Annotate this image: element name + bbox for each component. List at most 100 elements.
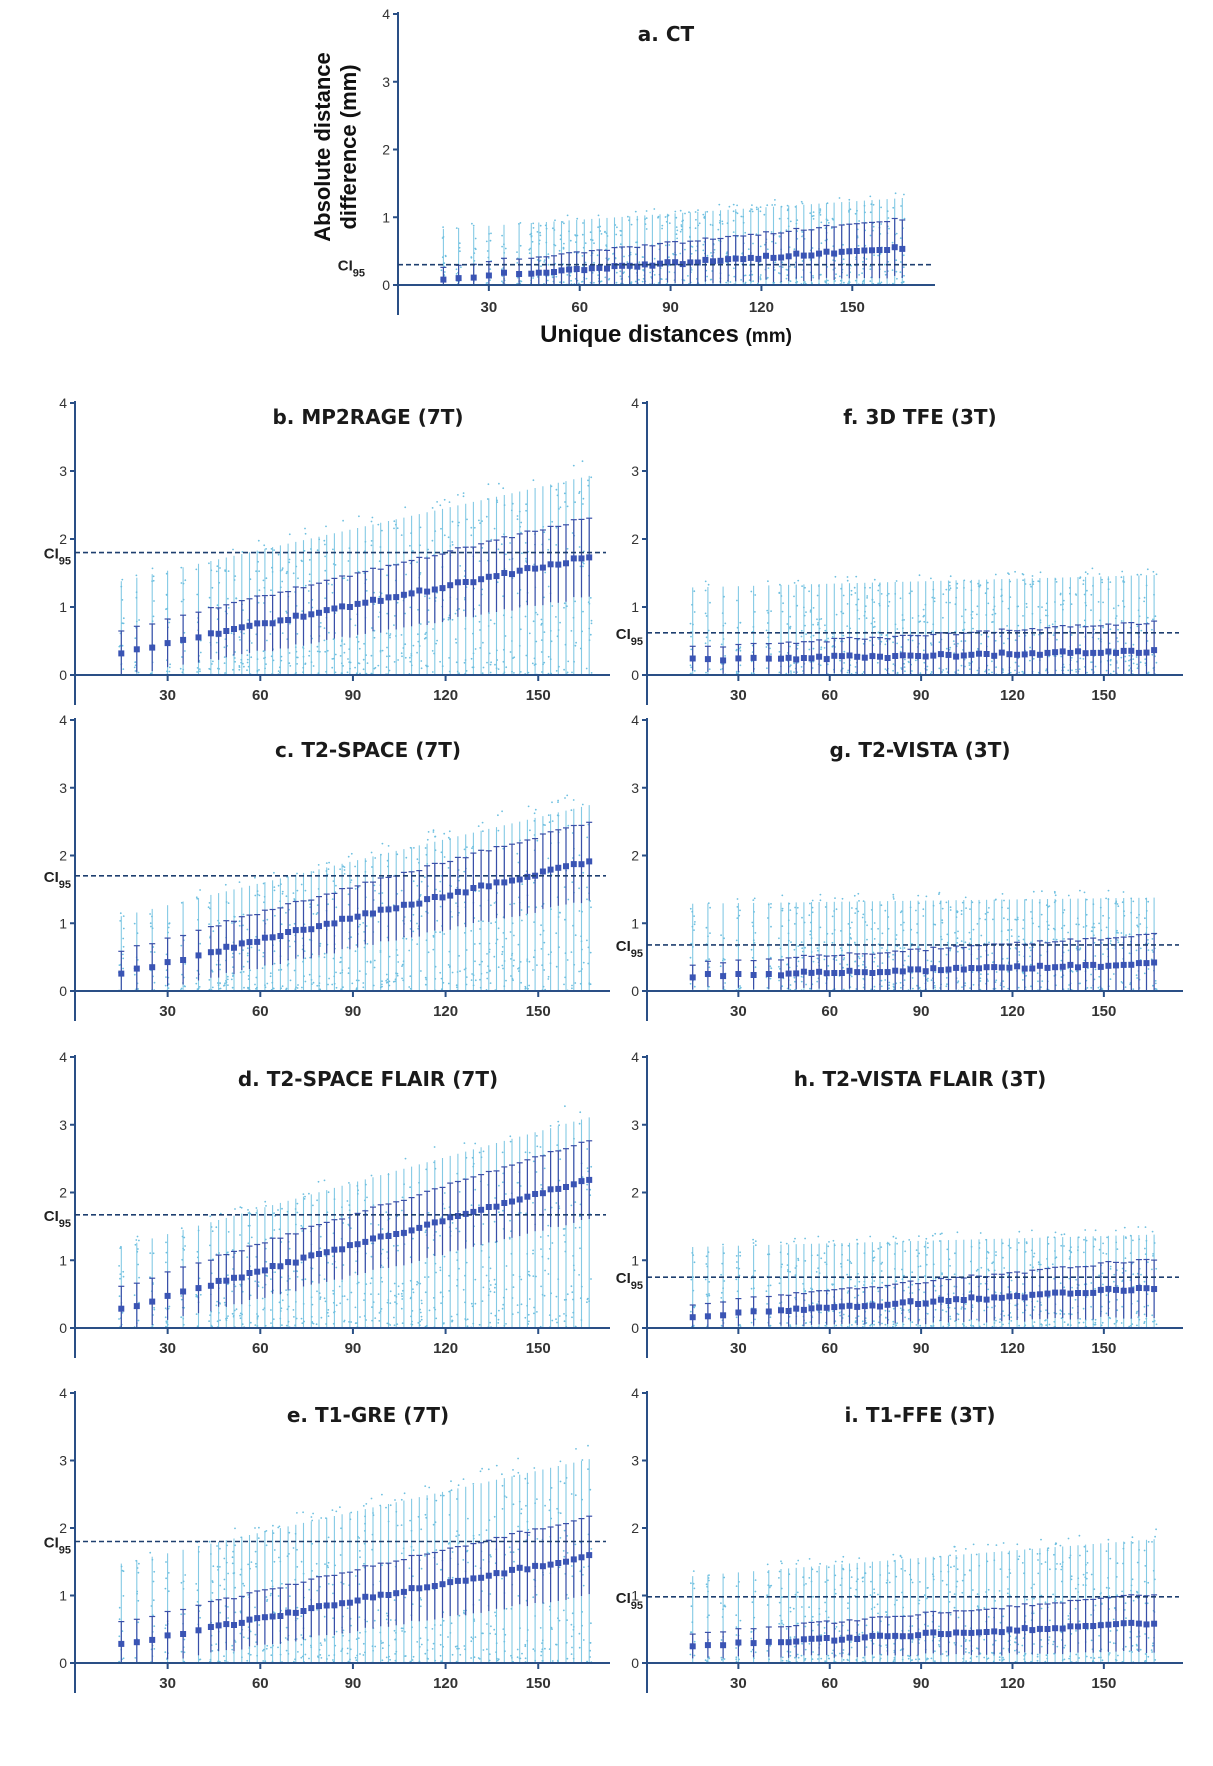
scatter-point — [558, 1619, 561, 1622]
scatter-point — [296, 1606, 299, 1609]
scatter-point — [462, 1559, 465, 1561]
scatter-point — [843, 281, 845, 284]
scatter-points — [118, 794, 592, 992]
scatter-point — [239, 971, 242, 974]
scatter-point — [740, 279, 742, 281]
scatter-point — [902, 266, 905, 269]
scatter-point — [258, 949, 261, 952]
scatter-point — [824, 239, 827, 242]
scatter-point — [759, 206, 762, 209]
scatter-point — [324, 1254, 327, 1257]
mean-marker — [431, 894, 438, 900]
scatter-point — [512, 1286, 515, 1288]
scatter-point — [296, 872, 298, 875]
scatter-point — [420, 1528, 423, 1531]
scatter-point — [405, 856, 408, 859]
scatter-point — [378, 1320, 381, 1322]
scatter-point — [896, 277, 898, 280]
scatter-point — [470, 256, 473, 258]
scatter-point — [479, 629, 481, 631]
scatter-point — [183, 1613, 186, 1615]
mean-marker — [501, 1200, 508, 1206]
scatter-point — [381, 1564, 383, 1567]
scatter-point — [857, 244, 860, 247]
scatter-point — [447, 982, 450, 985]
scatter-point — [533, 881, 535, 884]
scatter-point — [589, 597, 592, 599]
scatter-point — [546, 279, 549, 282]
scatter-point — [733, 275, 736, 278]
scatter-point — [122, 668, 125, 670]
scatter-point — [327, 1566, 329, 1569]
scatter-point — [563, 1299, 566, 1301]
scatter-point — [451, 916, 453, 918]
mean-markers — [118, 1140, 593, 1328]
scatter-point — [478, 560, 481, 562]
scatter-point — [263, 544, 266, 547]
scatter-point — [164, 1307, 167, 1310]
scatter-point — [789, 280, 792, 283]
scatter-point — [227, 597, 229, 600]
scatter-point — [296, 663, 298, 665]
scatter-point — [362, 1505, 365, 1507]
scatter-point — [510, 975, 512, 977]
scatter-point — [474, 648, 477, 650]
scatter-point — [443, 1255, 446, 1258]
scatter-point — [404, 1157, 407, 1160]
scatter-point — [432, 934, 435, 937]
scatter-point — [370, 627, 373, 629]
scatter-point — [869, 268, 872, 271]
scatter-point — [574, 1543, 577, 1546]
scatter-point — [420, 1598, 423, 1601]
scatter-point — [524, 985, 527, 988]
scatter-point — [494, 1314, 497, 1317]
scatter-point — [536, 259, 539, 261]
mean-marker — [672, 259, 679, 266]
scatter-point — [230, 978, 233, 981]
mean-marker — [793, 250, 800, 257]
scatter-point — [277, 1209, 279, 1211]
scatter-point — [416, 943, 419, 945]
scatter-point — [439, 1234, 441, 1237]
scatter-point — [296, 1617, 299, 1620]
scatter-point — [478, 942, 481, 945]
scatter-point — [645, 217, 648, 220]
scatter-point — [481, 588, 484, 591]
scatter-point — [458, 1230, 461, 1233]
scatter-point — [566, 1552, 569, 1554]
mean-marker — [539, 564, 546, 571]
scatter-point — [254, 1633, 257, 1636]
panel-title: d. T2-SPACE FLAIR (7T) — [238, 1067, 498, 1091]
scatter-point — [281, 568, 284, 571]
scatter-point — [381, 1228, 384, 1230]
scatter-point — [524, 1477, 527, 1480]
scatter-point — [623, 255, 625, 258]
mean-marker — [485, 272, 492, 279]
scatter-point — [362, 982, 365, 984]
scatter-point — [532, 227, 535, 229]
scatter-point — [479, 1470, 482, 1473]
scatter-point — [261, 967, 264, 970]
scatter-point — [759, 277, 762, 280]
scatter-point — [608, 257, 610, 260]
scatter-point — [303, 1198, 306, 1200]
scatter-point — [207, 906, 210, 909]
scatter-point — [119, 920, 122, 922]
scatter-point — [512, 1551, 515, 1554]
scatter-point — [512, 1503, 515, 1506]
y-tick-label: 1 — [382, 209, 390, 225]
scatter-point — [861, 282, 864, 285]
scatter-point — [505, 979, 507, 982]
scatter-point — [350, 936, 353, 939]
scatter-point — [168, 670, 171, 673]
scatter-point — [343, 873, 346, 875]
mean-marker — [478, 1206, 485, 1213]
mean-marker — [899, 245, 906, 252]
scatter-point — [752, 280, 754, 283]
scatter-point — [442, 1619, 445, 1622]
scatter-point — [247, 1594, 250, 1596]
y-tick-label: 4 — [59, 712, 67, 728]
scatter-point — [262, 882, 265, 885]
scatter-point — [679, 252, 682, 255]
scatter-point — [381, 1493, 383, 1496]
